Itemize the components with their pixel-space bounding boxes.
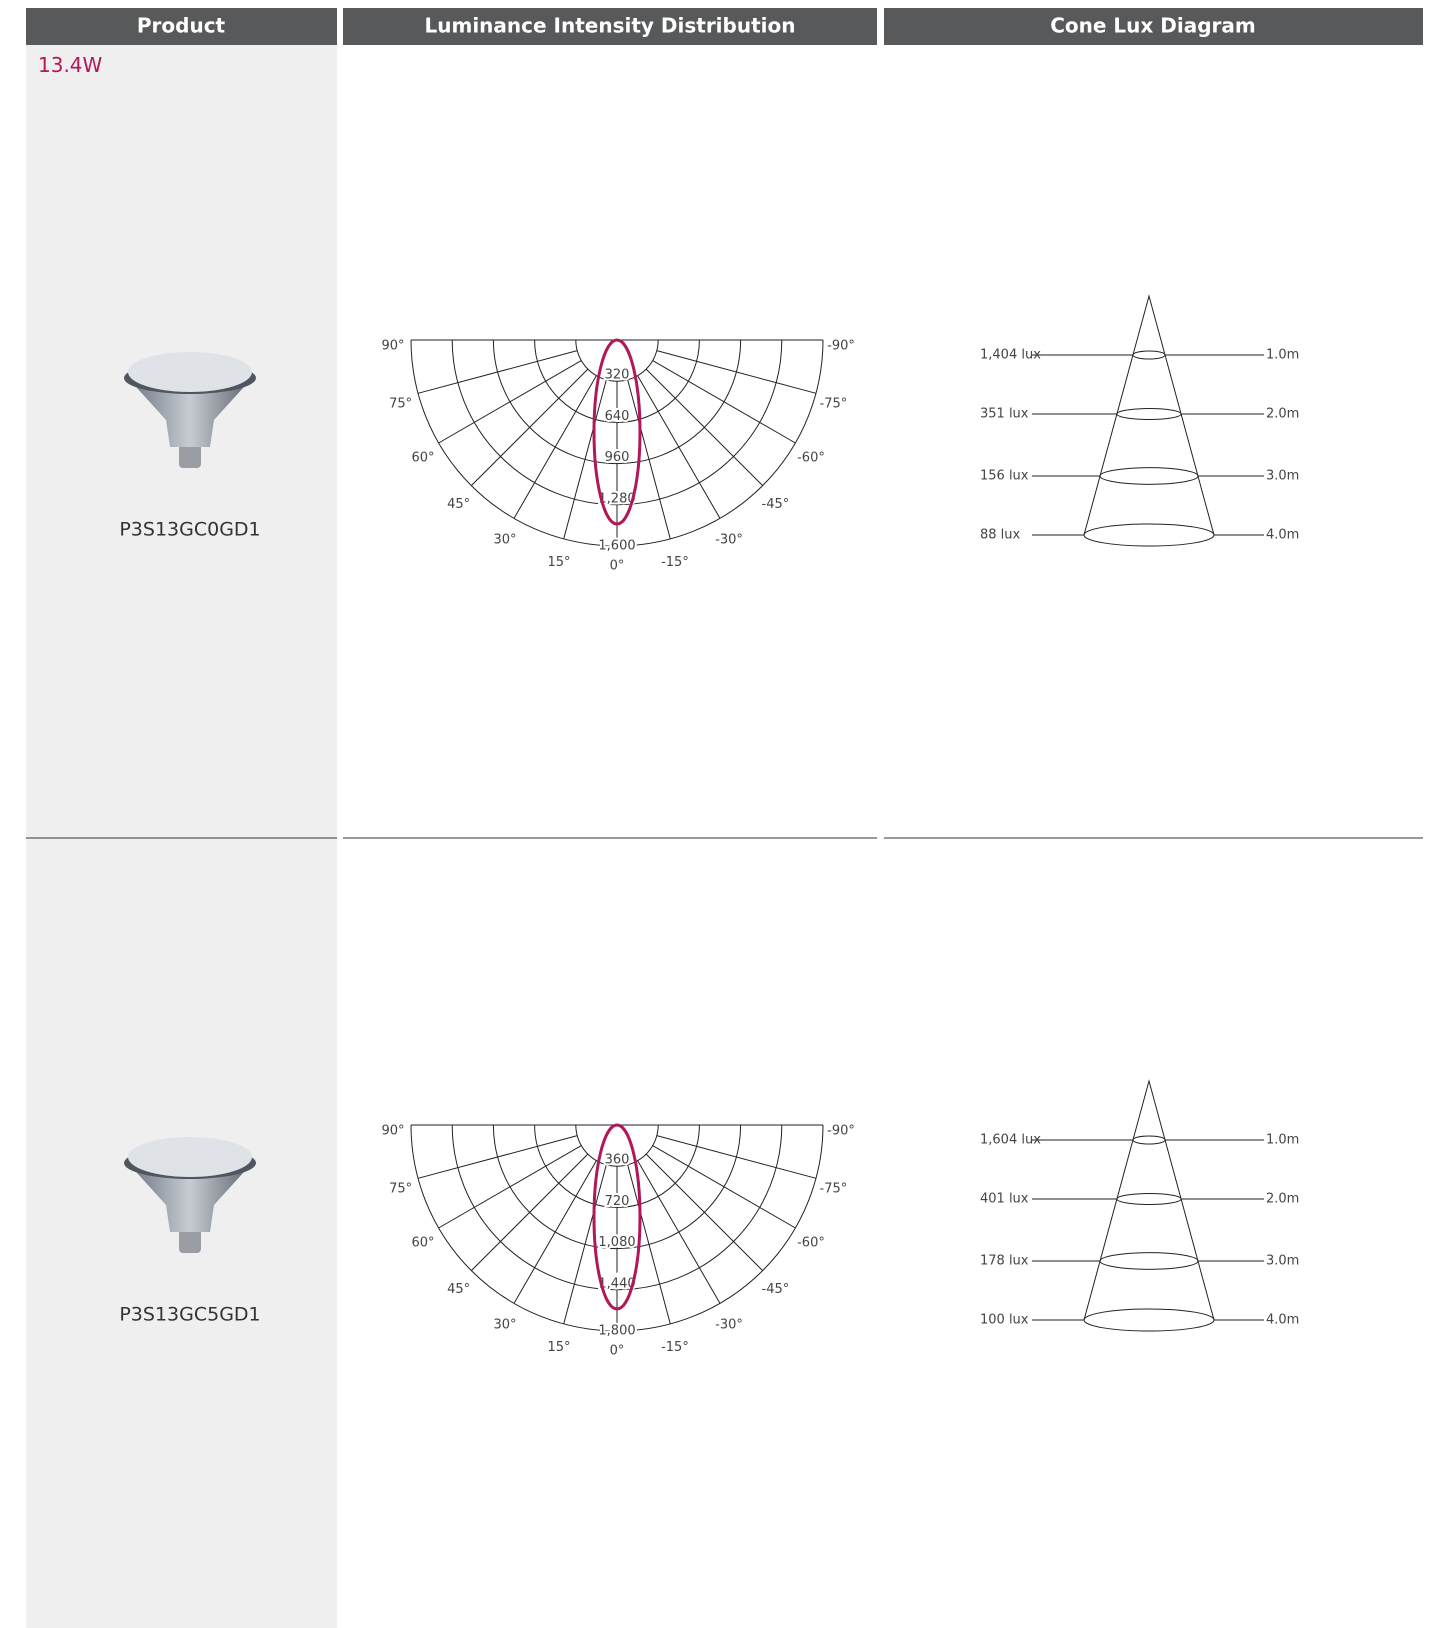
angle-label: -60°	[797, 451, 825, 466]
polar-radial	[653, 1146, 796, 1228]
cone-outline	[1084, 296, 1214, 535]
polar-radial	[638, 1161, 720, 1304]
wattage-label: 13.4W	[38, 53, 103, 77]
lux-label: 156 lux	[980, 469, 1029, 484]
polar-radial	[657, 1136, 816, 1179]
angle-label: 75°	[389, 396, 412, 411]
distance-label: 4.0m	[1266, 1313, 1299, 1328]
lux-label: 178 lux	[980, 1254, 1029, 1269]
polar-radial	[564, 380, 607, 539]
header-title: Product	[137, 14, 226, 38]
ring-label: 1,080	[598, 1235, 635, 1250]
polar-radial	[471, 1154, 588, 1271]
polar-radial	[514, 376, 596, 519]
bulb-face	[128, 352, 252, 392]
lux-label: 100 lux	[980, 1313, 1029, 1328]
angle-label: -45°	[762, 497, 790, 512]
distance-label: 1.0m	[1266, 1133, 1299, 1148]
angle-label: 75°	[389, 1181, 412, 1196]
angle-label: 0°	[610, 1344, 625, 1359]
angle-label: 60°	[411, 451, 434, 466]
cone-level	[1084, 1309, 1214, 1331]
lux-label: 1,404 lux	[980, 348, 1041, 363]
polar-radial	[418, 1136, 577, 1179]
angle-label: -15°	[661, 1340, 689, 1355]
angle-label: 60°	[411, 1236, 434, 1251]
bulb-face	[128, 1137, 252, 1177]
distance-label: 2.0m	[1266, 407, 1299, 422]
lux-label: 88 lux	[980, 528, 1021, 543]
ring-label: 320	[605, 368, 630, 383]
angle-label: 0°	[610, 559, 625, 574]
cone-level	[1133, 1136, 1165, 1144]
angle-label: 15°	[548, 555, 571, 570]
angle-label: 45°	[447, 497, 470, 512]
ring-label: 360	[605, 1153, 630, 1168]
angle-label: 30°	[493, 532, 516, 547]
polar-radial	[657, 351, 816, 394]
angle-label: -30°	[715, 1317, 743, 1332]
header-title: Cone Lux Diagram	[1050, 14, 1256, 38]
ring-label: 1,600	[598, 539, 635, 554]
header-title: Luminance Intensity Distribution	[425, 14, 796, 38]
angle-label: -75°	[820, 396, 848, 411]
angle-label: -30°	[715, 532, 743, 547]
ring-label: 720	[605, 1194, 630, 1209]
cone-level	[1117, 409, 1181, 420]
angle-label: 90°	[381, 1124, 404, 1139]
cone-outline	[1084, 1081, 1214, 1320]
polar-radial	[439, 1146, 582, 1228]
cone-level	[1100, 1253, 1198, 1270]
angle-label: 45°	[447, 1282, 470, 1297]
ring-label: 1,800	[598, 1324, 635, 1339]
distance-label: 3.0m	[1266, 1254, 1299, 1269]
lux-label: 351 lux	[980, 407, 1029, 422]
bulb-base	[179, 444, 201, 468]
angle-label: -90°	[827, 1124, 855, 1139]
angle-label: 90°	[381, 339, 404, 354]
polar-radial	[653, 361, 796, 443]
bulb-base	[179, 1229, 201, 1253]
polar-radial	[471, 369, 588, 486]
page: Product Luminance Intensity Distribution…	[0, 0, 1448, 1628]
polar-radial	[646, 369, 763, 486]
angle-label: -60°	[797, 1236, 825, 1251]
distance-label: 2.0m	[1266, 1192, 1299, 1207]
polar-radial	[439, 361, 582, 443]
cone-level	[1084, 524, 1214, 546]
lux-label: 401 lux	[980, 1192, 1029, 1207]
distance-label: 4.0m	[1266, 528, 1299, 543]
polar-radial	[514, 1161, 596, 1304]
angle-label: -90°	[827, 339, 855, 354]
angle-label: -75°	[820, 1181, 848, 1196]
product-code: P3S13GC0GD1	[119, 519, 260, 541]
angle-label: 15°	[548, 1340, 571, 1355]
cone-level	[1117, 1194, 1181, 1205]
angle-label: -45°	[762, 1282, 790, 1297]
lux-label: 1,604 lux	[980, 1133, 1041, 1148]
angle-label: 30°	[493, 1317, 516, 1332]
cone-level	[1100, 468, 1198, 485]
polar-radial	[418, 351, 577, 394]
product-column	[26, 45, 337, 1628]
ring-label: 640	[605, 409, 630, 424]
polar-radial	[638, 376, 720, 519]
polar-radial	[646, 1154, 763, 1271]
cone-level	[1133, 351, 1165, 359]
distance-label: 1.0m	[1266, 348, 1299, 363]
product-code: P3S13GC5GD1	[119, 1304, 260, 1326]
distance-label: 3.0m	[1266, 469, 1299, 484]
ring-label: 960	[605, 450, 630, 465]
angle-label: -15°	[661, 555, 689, 570]
polar-radial	[628, 380, 671, 539]
